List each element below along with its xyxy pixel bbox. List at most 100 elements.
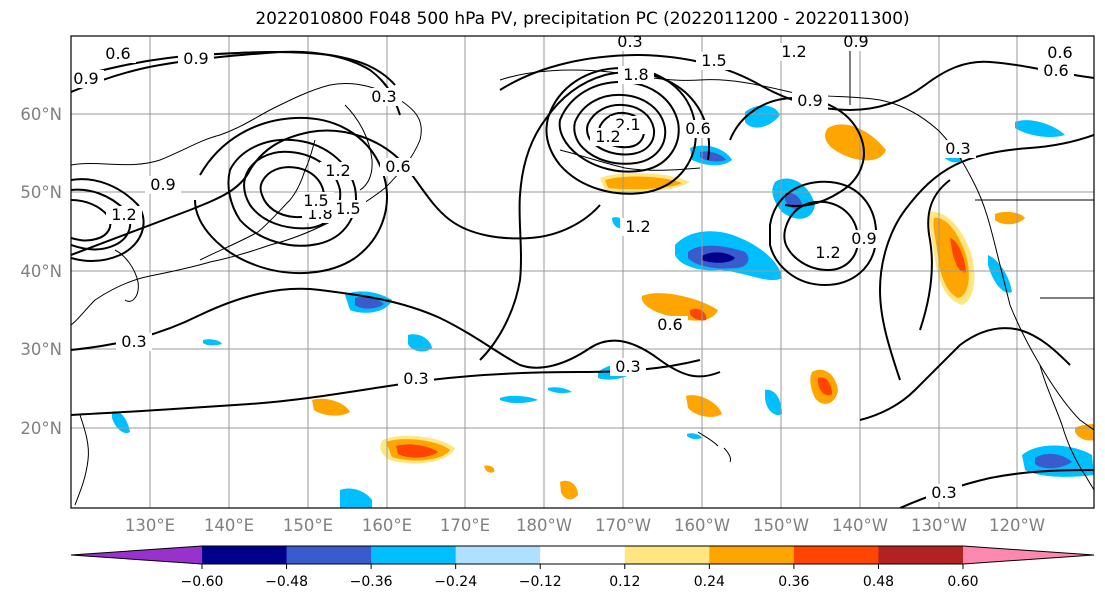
precip-pos-patch	[818, 377, 832, 396]
colorbar-tick-label: −0.12	[519, 574, 562, 590]
svg-text:0.6: 0.6	[105, 44, 130, 63]
precip-neg-patch	[765, 389, 782, 416]
svg-text:0.3: 0.3	[931, 483, 956, 502]
contour-label: 1.2	[106, 205, 142, 224]
precip-pos-patch	[933, 217, 969, 298]
svg-text:0.6: 0.6	[385, 157, 410, 176]
precip-neg-patch	[355, 296, 384, 309]
precip-pos-patch	[686, 395, 722, 417]
colorbar-segment	[202, 546, 288, 564]
colorbar-segment	[286, 546, 372, 564]
coast-na-west	[994, 244, 1094, 431]
svg-text:0.3: 0.3	[617, 32, 642, 51]
colorbar-segment	[540, 546, 626, 564]
lon-label: 140°W	[832, 516, 888, 535]
map-frame	[70, 35, 1095, 509]
contour-low-2	[573, 93, 667, 165]
precip-neg-patch	[1015, 120, 1065, 138]
contour-label: 0.9	[71, 69, 104, 88]
colorbar-tick-labels: −0.60 −0.48 −0.36 −0.24 −0.12 0.12 0.24 0.36 0.4…	[181, 564, 979, 590]
precip-neg-patch	[702, 252, 735, 263]
map-title: 2022010800 F048 500 hPa PV, precipitatio…	[255, 9, 910, 29]
graticule	[71, 36, 1094, 508]
precip-neg-patch	[408, 334, 432, 352]
contour-west-low-3	[71, 178, 145, 262]
contour-label: 1.2	[320, 161, 356, 180]
colorbar-extend-min	[71, 546, 202, 564]
precip-neg-patch	[500, 395, 538, 403]
precip-pos-patch	[950, 238, 966, 273]
colorbar-segment	[371, 546, 457, 564]
svg-text:0.3: 0.3	[121, 332, 146, 351]
contour-label: 0.3	[612, 32, 648, 51]
lat-label: 30°N	[20, 340, 62, 359]
contour-label: 1.2	[620, 217, 656, 236]
colorbar-tick-label: 0.12	[609, 574, 640, 590]
precip-neg-patch	[988, 255, 1012, 293]
svg-text:1.2: 1.2	[815, 243, 840, 262]
contour-label: 0.3	[398, 369, 434, 388]
svg-text:0.9: 0.9	[73, 69, 98, 88]
latitude-labels: 60°N 50°N 40°N 30°N 20°N	[20, 105, 62, 438]
coast-japan	[199, 139, 316, 261]
lat-label: 60°N	[20, 105, 62, 124]
colorbar-segment	[709, 546, 795, 564]
svg-text:0.3: 0.3	[615, 357, 640, 376]
contour-ridge	[729, 96, 865, 208]
contour-label: 0.9	[178, 49, 214, 68]
contour-label: 0.6	[1038, 61, 1074, 80]
svg-text:0.9: 0.9	[183, 49, 208, 68]
contour-0.3	[71, 287, 721, 378]
contour-label: 0.9	[838, 36, 874, 51]
contour-label: 0.3	[116, 332, 152, 351]
colorbar-tick-label: −0.60	[181, 574, 224, 590]
precip-neg-patch	[700, 151, 726, 162]
contour-low-5	[545, 66, 697, 195]
svg-text:0.6: 0.6	[657, 315, 682, 334]
lat-label: 20°N	[20, 419, 62, 438]
lon-label: 160°E	[362, 516, 412, 535]
contour-label: 0.9	[792, 91, 828, 110]
contour-label: 0.9	[145, 175, 181, 194]
colorbar-extend-max	[963, 546, 1094, 564]
contour-label: 1.2	[776, 42, 812, 61]
lat-label: 50°N	[20, 183, 62, 202]
precip-neg-patch	[548, 387, 572, 394]
contour-east-2	[919, 179, 951, 331]
svg-text:0.9: 0.9	[150, 175, 175, 194]
contour-label: 0.3	[940, 139, 976, 158]
contour-label: 0.3	[610, 357, 646, 376]
contour-0.6-mid	[194, 116, 388, 274]
svg-text:0.9: 0.9	[797, 91, 822, 110]
precip-pos-patch	[312, 398, 350, 416]
colorbar-tick-label: 0.24	[694, 574, 725, 590]
colorbar-tick-label: 0.36	[778, 574, 809, 590]
svg-text:0.6: 0.6	[685, 119, 710, 138]
colorbar-segment	[455, 546, 541, 564]
svg-text:1.2: 1.2	[325, 161, 350, 180]
svg-text:1.2: 1.2	[111, 205, 136, 224]
lon-label: 130°E	[125, 516, 175, 535]
contour-label: 1.8	[618, 65, 654, 84]
coast-hawaii	[697, 431, 731, 463]
colorbar	[70, 545, 1095, 565]
lon-label: 160°W	[674, 516, 730, 535]
svg-text:1.2: 1.2	[595, 127, 620, 146]
contour-0.9	[71, 50, 396, 86]
precip-neg-patch	[203, 339, 222, 346]
contour-label: 0.6	[380, 157, 416, 176]
svg-text:1.2: 1.2	[625, 217, 650, 236]
svg-text:0.3: 0.3	[945, 139, 970, 158]
colorbar-tick-label: 0.48	[863, 574, 894, 590]
contour-west-low-2	[71, 199, 112, 242]
svg-text:1.5: 1.5	[701, 51, 726, 70]
contour-label-group: 0.6 0.9 0.9 0.3 0.3 1.2 1.5 1.8 2.1 0.9 …	[71, 32, 1078, 502]
colorbar-segment	[878, 546, 964, 564]
svg-text:0.9: 0.9	[851, 229, 876, 248]
lon-label: 170°E	[440, 516, 490, 535]
contour-label: 1.5	[330, 199, 366, 218]
contour-label: 1.5	[696, 51, 732, 70]
precip-neg-patch	[340, 488, 372, 508]
precip-pos-patch	[560, 480, 578, 500]
